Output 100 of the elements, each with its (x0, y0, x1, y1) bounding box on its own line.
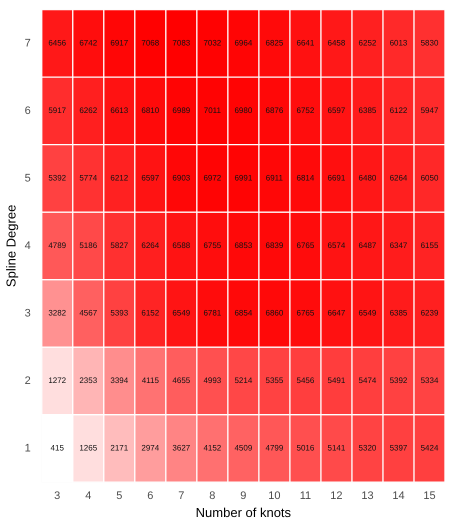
x-tick-label: 11 (300, 490, 312, 502)
data-label: 5141 (328, 444, 346, 453)
data-label: 3627 (172, 444, 191, 453)
x-tick-label: 8 (209, 490, 216, 502)
data-label: 5827 (110, 241, 129, 250)
data-label: 5186 (79, 241, 98, 250)
x-tick-label: 12 (330, 490, 343, 502)
data-label: 6597 (141, 174, 160, 183)
data-label: 6212 (110, 174, 129, 183)
data-label: 4567 (79, 308, 98, 318)
data-label: 6781 (203, 308, 222, 318)
y-tick-label: 5 (24, 172, 31, 184)
data-label: 6917 (110, 38, 129, 48)
x-tick-label: 4 (85, 490, 92, 502)
data-label: 6347 (390, 241, 408, 250)
x-tick-label: 14 (392, 490, 405, 502)
data-label: 6262 (79, 106, 98, 116)
x-tick-label: 15 (423, 490, 436, 502)
data-label: 6876 (265, 106, 284, 116)
data-label: 5397 (390, 444, 408, 453)
data-label: 6456 (48, 38, 67, 48)
data-label: 7083 (172, 38, 191, 48)
x-tick-label: 3 (54, 490, 60, 502)
data-label: 6647 (328, 308, 346, 318)
x-axis-title: Number of knots (196, 504, 292, 520)
data-label: 6814 (296, 174, 315, 183)
y-tick-label: 1 (24, 442, 31, 454)
data-label: 6991 (234, 174, 253, 183)
data-label: 5214 (234, 376, 253, 386)
data-label: 6264 (390, 174, 408, 183)
data-label: 6854 (234, 308, 253, 318)
data-label: 4152 (203, 444, 222, 453)
data-label: 5830 (420, 38, 439, 48)
data-label: 7011 (204, 106, 222, 116)
data-label: 6013 (390, 38, 408, 48)
data-label: 4993 (203, 376, 222, 386)
x-tick-label: 7 (178, 490, 184, 502)
data-label: 6989 (172, 106, 191, 116)
x-tick-label: 9 (240, 490, 246, 502)
data-label: 6480 (358, 174, 377, 183)
data-label: 1265 (79, 444, 98, 453)
data-label: 5474 (358, 376, 377, 386)
y-tick-label: 4 (24, 240, 31, 252)
data-label: 4509 (234, 444, 253, 453)
data-label: 6742 (79, 38, 98, 48)
data-label: 2974 (141, 444, 160, 453)
data-label: 7068 (141, 38, 160, 48)
data-label: 6487 (358, 241, 377, 250)
data-label: 6385 (358, 106, 377, 116)
data-label: 2171 (110, 444, 129, 453)
x-tick-label: 10 (268, 490, 281, 502)
data-label: 5016 (296, 444, 315, 453)
data-label: 5491 (328, 376, 346, 386)
data-label: 5334 (420, 376, 439, 386)
data-label: 6122 (390, 106, 408, 116)
x-tick-label: 13 (361, 490, 374, 502)
data-label: 4799 (265, 444, 284, 453)
data-label: 5774 (79, 174, 98, 183)
data-label: 6458 (328, 38, 346, 48)
data-label: 1272 (48, 376, 67, 386)
data-label: 6752 (296, 106, 315, 116)
data-label: 6839 (265, 241, 284, 250)
data-label: 6964 (234, 38, 253, 48)
data-label: 5456 (296, 376, 315, 386)
data-label: 5392 (390, 376, 408, 386)
x-tick-label: 5 (116, 490, 122, 502)
data-label: 6588 (172, 241, 191, 250)
data-label: 2353 (79, 376, 98, 386)
data-label: 6903 (172, 174, 191, 183)
data-label: 6385 (390, 308, 408, 318)
data-label: 6549 (358, 308, 377, 318)
data-label: 6050 (420, 174, 439, 183)
data-label: 5917 (48, 106, 67, 116)
y-axis-title: Spline Degree (3, 204, 18, 288)
data-label: 415 (50, 444, 64, 453)
data-label: 5424 (420, 444, 439, 453)
data-label: 4115 (142, 376, 160, 386)
y-tick-label: 7 (24, 37, 31, 50)
data-label: 7032 (203, 38, 222, 48)
data-label: 6264 (141, 241, 160, 250)
data-label: 6155 (420, 241, 439, 250)
data-label: 6641 (296, 38, 315, 48)
data-label: 6810 (141, 106, 160, 116)
data-label: 6597 (328, 106, 346, 116)
data-label: 6972 (203, 174, 222, 183)
data-label: 3394 (110, 376, 129, 386)
data-label: 6239 (420, 308, 439, 318)
data-label: 6574 (328, 241, 346, 250)
data-label: 6765 (296, 308, 315, 318)
data-label: 6860 (265, 308, 284, 318)
x-tick-label: 6 (147, 490, 154, 502)
y-tick-label: 6 (24, 104, 31, 117)
y-tick-label: 3 (24, 307, 31, 320)
data-label: 6765 (296, 241, 315, 250)
data-label: 5392 (48, 174, 67, 183)
data-label: 6755 (203, 241, 222, 250)
data-label: 6853 (234, 241, 253, 250)
data-label: 6980 (234, 106, 253, 116)
data-label: 6549 (172, 308, 191, 318)
data-label: 6152 (141, 308, 160, 318)
